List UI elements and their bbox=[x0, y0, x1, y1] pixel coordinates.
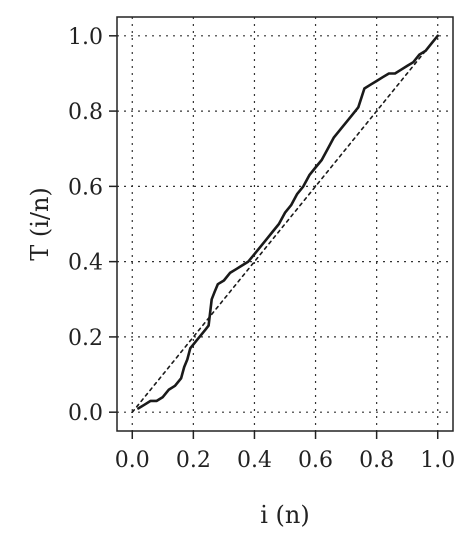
x-tick-label: 0.6 bbox=[298, 448, 333, 473]
y-tick-label: 0.6 bbox=[68, 175, 103, 200]
y-tick-label: 0.2 bbox=[68, 326, 103, 351]
data-point bbox=[229, 272, 231, 274]
y-axis-title: T (i/n) bbox=[26, 187, 54, 261]
data-point bbox=[278, 223, 280, 225]
y-tick-label: 1.0 bbox=[68, 25, 103, 50]
data-point bbox=[388, 72, 390, 75]
data-point bbox=[265, 238, 268, 240]
data-point bbox=[217, 283, 219, 286]
data-point bbox=[210, 298, 213, 301]
data-point bbox=[213, 290, 216, 293]
plot-frame bbox=[116, 16, 454, 432]
data-point bbox=[400, 68, 402, 71]
data-point bbox=[345, 121, 347, 124]
data-point bbox=[357, 106, 360, 109]
data-point bbox=[143, 403, 146, 406]
data-point bbox=[137, 407, 140, 410]
data-point bbox=[235, 268, 237, 270]
data-point bbox=[259, 245, 262, 248]
data-point bbox=[302, 185, 305, 188]
data-point bbox=[186, 358, 189, 361]
data-point bbox=[149, 400, 152, 402]
data-point bbox=[180, 377, 182, 380]
data-point bbox=[162, 396, 164, 398]
x-tick-label: 0.0 bbox=[115, 448, 150, 473]
data-point bbox=[326, 147, 329, 150]
data-point bbox=[155, 400, 158, 402]
data-point bbox=[207, 324, 210, 327]
x-tick-label: 0.4 bbox=[237, 448, 272, 473]
data-point bbox=[290, 204, 292, 206]
data-point bbox=[195, 339, 198, 342]
data-point bbox=[320, 159, 323, 161]
x-tick-label: 1.0 bbox=[420, 448, 455, 473]
x-tick-label: 0.2 bbox=[176, 448, 211, 473]
data-point bbox=[271, 230, 274, 233]
data-point bbox=[381, 76, 384, 79]
data-point bbox=[308, 174, 311, 176]
grid-lines bbox=[117, 17, 453, 431]
data-point bbox=[189, 347, 192, 350]
data-point bbox=[351, 114, 354, 116]
reference-diagonal-line bbox=[131, 34, 439, 414]
data-point bbox=[296, 193, 299, 195]
data-point bbox=[223, 279, 225, 282]
axis-ticks: 0.0 0.2 0.4 0.6 0.8 1.0 0.0 0.2 0.4 0.6 0.8 1.0 bbox=[68, 25, 455, 473]
data-point bbox=[406, 65, 408, 67]
data-point bbox=[284, 211, 286, 214]
data-point bbox=[363, 87, 366, 90]
data-point bbox=[394, 72, 396, 75]
data-point bbox=[412, 61, 415, 63]
data-point bbox=[339, 129, 341, 131]
data-point bbox=[174, 385, 176, 387]
data-point bbox=[183, 366, 185, 368]
y-tick-label: 0.8 bbox=[68, 100, 103, 125]
data-point bbox=[192, 343, 195, 346]
data-point bbox=[204, 328, 207, 331]
data-point bbox=[247, 260, 250, 263]
y-tick-label: 0.4 bbox=[68, 251, 103, 276]
y-tick-label: 0.0 bbox=[68, 401, 103, 426]
series-layer bbox=[131, 34, 440, 414]
data-point bbox=[369, 83, 372, 86]
data-point bbox=[168, 388, 170, 391]
x-axis-title: i (n) bbox=[260, 501, 310, 529]
data-point bbox=[418, 53, 421, 56]
data-point bbox=[241, 264, 244, 267]
data-point bbox=[333, 136, 335, 139]
data-point bbox=[253, 253, 256, 255]
data-point bbox=[198, 336, 201, 338]
x-tick-label: 0.8 bbox=[359, 448, 394, 473]
data-point bbox=[375, 80, 378, 82]
data-point bbox=[314, 166, 317, 169]
